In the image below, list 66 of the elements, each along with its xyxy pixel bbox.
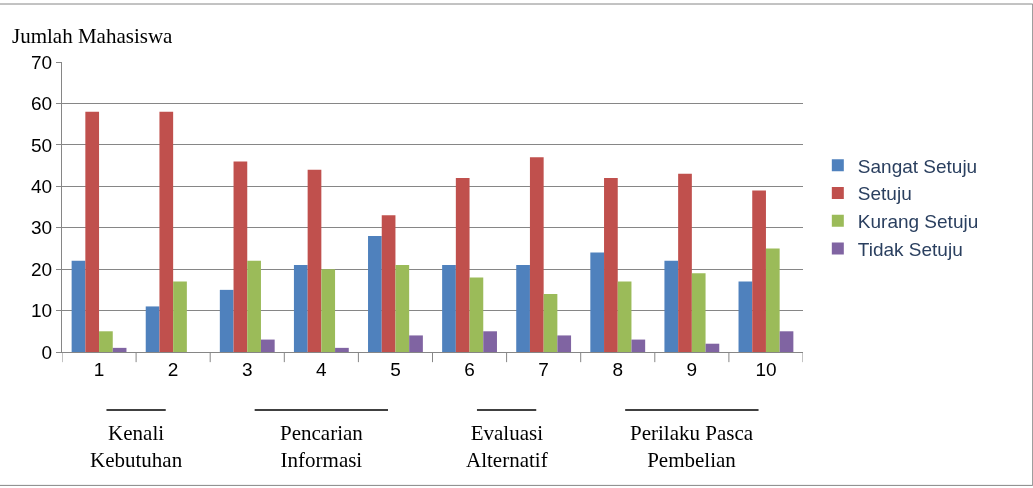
text: Kenali Kebutuhan <box>90 421 183 473</box>
x-tick-label: 8 <box>612 358 624 380</box>
bar <box>233 161 248 352</box>
bar <box>71 260 86 352</box>
x-tick-label: 10 <box>755 358 777 380</box>
bar <box>483 331 497 352</box>
bar <box>395 265 410 352</box>
bar <box>664 260 679 352</box>
bar <box>99 331 113 352</box>
bar <box>409 335 423 352</box>
y-tick-label: 30 <box>31 217 53 239</box>
bar <box>765 248 780 352</box>
y-tick-label: 70 <box>31 51 53 73</box>
legend-label: Setuju <box>857 183 912 205</box>
x-tick-label: 1 <box>93 358 105 380</box>
y-axis-title: Jumlah Mahasiswa <box>12 24 174 48</box>
legend-label: Kurang Setuju <box>857 211 979 233</box>
bar <box>516 265 530 352</box>
bar <box>321 269 336 352</box>
bar <box>678 173 692 352</box>
bar <box>335 347 349 352</box>
bar <box>247 260 261 352</box>
x-tick-label: 4 <box>316 358 328 380</box>
bar <box>307 169 322 352</box>
bar <box>219 289 234 352</box>
bar <box>442 265 456 352</box>
y-tick-label: 50 <box>31 134 53 156</box>
bar <box>145 306 160 352</box>
bar <box>529 157 544 352</box>
bar <box>604 178 618 352</box>
bar <box>590 252 605 352</box>
bar <box>617 281 632 352</box>
bar <box>469 277 484 352</box>
bar <box>752 190 766 352</box>
bar <box>691 273 706 352</box>
y-tick-label: 40 <box>31 175 53 197</box>
text: Evaluasi Alternatif <box>466 421 548 473</box>
y-tick-label: 20 <box>31 258 53 280</box>
bar <box>159 111 174 352</box>
x-tick-label: 6 <box>464 358 475 380</box>
legend-label: Sangat Setuju <box>857 155 978 177</box>
bar <box>738 281 753 352</box>
bar <box>543 294 558 352</box>
bar <box>779 331 794 352</box>
legend-label: Tidak Setuju <box>857 238 963 260</box>
bar <box>705 343 720 352</box>
y-tick-label: 10 <box>31 300 53 322</box>
bar <box>381 215 396 352</box>
text: Perilaku Pasca Pembelian <box>630 421 754 473</box>
bar <box>293 265 308 352</box>
bar <box>557 335 572 352</box>
x-tick-label: 7 <box>538 358 549 380</box>
bar <box>631 339 646 352</box>
x-tick-label: 3 <box>241 358 253 380</box>
bar <box>260 339 275 352</box>
bar <box>85 111 100 352</box>
y-tick-label: 0 <box>41 341 53 363</box>
bar <box>173 281 187 352</box>
x-tick-label: 9 <box>686 358 698 380</box>
x-tick-label: 5 <box>390 358 401 380</box>
x-tick-label: 2 <box>167 358 179 380</box>
text: Pencarian Informasi <box>280 421 364 473</box>
y-tick-label: 60 <box>31 93 53 115</box>
bar <box>112 347 127 352</box>
bar <box>368 236 382 352</box>
bar <box>455 178 470 352</box>
